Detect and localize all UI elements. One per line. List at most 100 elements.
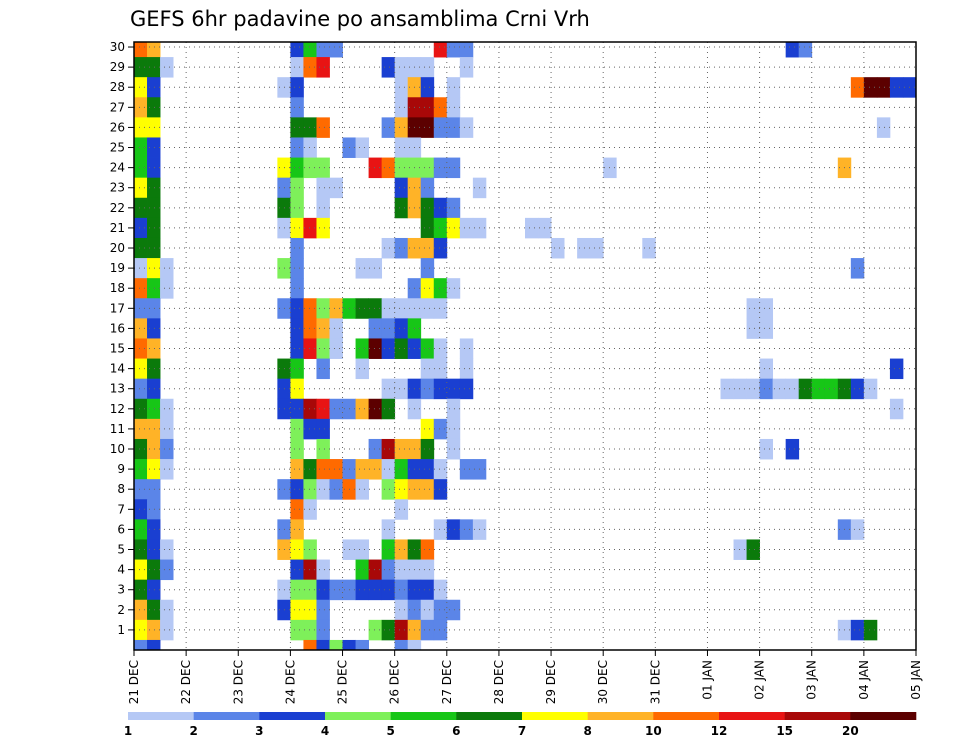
heatmap-cell — [290, 619, 304, 641]
heatmap-cell — [290, 338, 304, 359]
y-tick-label: 4 — [117, 563, 125, 577]
heatmap-cell — [134, 338, 148, 359]
y-tick-label: 11 — [110, 422, 125, 436]
heatmap-cell — [147, 42, 161, 58]
heatmap-cell — [329, 639, 343, 651]
heatmap-cell — [889, 358, 904, 380]
heatmap-cell — [147, 217, 161, 239]
heatmap-cell — [863, 77, 878, 98]
heatmap-cell — [134, 559, 148, 581]
heatmap-cell — [433, 197, 448, 219]
heatmap-cell — [147, 97, 161, 118]
heatmap-cell — [134, 378, 148, 400]
heatmap-cell — [420, 57, 435, 78]
x-tick-label: 02 JAN — [753, 660, 767, 700]
y-tick-label: 14 — [110, 362, 125, 376]
heatmap-cell — [381, 298, 396, 319]
heatmap-cell — [368, 398, 383, 420]
heatmap-cell — [160, 599, 174, 621]
heatmap-cell — [329, 318, 343, 339]
heatmap-cell — [459, 42, 474, 58]
legend-label: 5 — [386, 724, 394, 738]
heatmap-cell — [290, 278, 304, 299]
heatmap-cell — [147, 77, 161, 98]
y-tick-label: 16 — [110, 321, 125, 335]
heatmap-cell — [733, 378, 747, 400]
heatmap-cell — [850, 519, 865, 540]
heatmap-cell — [316, 559, 330, 581]
heatmap-cell — [420, 438, 435, 460]
heatmap-cell — [876, 77, 891, 98]
heatmap-cell — [134, 318, 148, 339]
x-tick-label: 04 JAN — [857, 660, 871, 700]
heatmap-cell — [329, 42, 343, 58]
heatmap-cell — [433, 278, 448, 299]
heatmap-cell — [316, 599, 330, 621]
legend-swatch — [259, 712, 326, 720]
heatmap-cell — [381, 438, 396, 460]
heatmap-cell — [290, 258, 304, 279]
heatmap-cell — [134, 57, 148, 78]
heatmap-cell — [290, 217, 304, 239]
heatmap-cell — [420, 619, 435, 641]
heatmap-cell — [134, 42, 148, 58]
y-tick-label: 27 — [110, 100, 125, 114]
heatmap-cell — [733, 539, 747, 560]
heatmap-cell — [420, 157, 435, 179]
heatmap-cell — [381, 117, 396, 138]
y-tick-label: 3 — [117, 583, 125, 597]
heatmap-cell — [355, 258, 369, 279]
heatmap-cell — [290, 559, 304, 581]
heatmap-cell — [433, 157, 448, 179]
heatmap-cell — [134, 217, 148, 239]
heatmap-cell — [134, 539, 148, 560]
heatmap-cell — [134, 358, 148, 380]
heatmap-cell — [394, 197, 409, 219]
heatmap-cell — [147, 519, 161, 540]
legend-swatch — [850, 712, 917, 720]
heatmap-cell — [316, 639, 330, 651]
heatmap-cell — [420, 278, 435, 299]
heatmap-cell — [394, 338, 409, 359]
heatmap-cell — [160, 278, 174, 299]
heatmap-cell — [420, 418, 435, 440]
heatmap-cell — [394, 318, 409, 339]
heatmap-cell — [147, 57, 161, 78]
heatmap-cell — [355, 459, 369, 480]
heatmap-cell — [290, 539, 304, 560]
heatmap-cell — [329, 479, 343, 500]
legend-swatch — [784, 712, 851, 720]
heatmap-cell — [420, 77, 435, 98]
heatmap-cell — [577, 237, 591, 259]
heatmap-cell — [785, 438, 800, 460]
heatmap-cell — [134, 137, 148, 158]
x-tick-label: 26 DEC — [388, 660, 402, 704]
y-tick-label: 12 — [110, 402, 125, 416]
heatmap-cell — [394, 97, 409, 118]
x-tick-label: 23 DEC — [231, 660, 245, 704]
heatmap-cell — [798, 378, 813, 400]
heatmap-cell — [433, 519, 448, 540]
heatmap-cell — [551, 237, 565, 259]
heatmap-cell — [446, 42, 461, 58]
heatmap-cell — [394, 459, 409, 480]
heatmap-cell — [329, 177, 343, 199]
heatmap-cell — [303, 157, 317, 179]
heatmap-cell — [459, 117, 474, 138]
x-tick-label: 27 DEC — [440, 660, 454, 704]
heatmap-cell — [394, 639, 409, 651]
heatmap-cell — [381, 479, 396, 500]
heatmap-cell — [746, 318, 760, 339]
heatmap-cell — [316, 157, 330, 179]
heatmap-cell — [824, 378, 839, 400]
heatmap-cell — [160, 559, 174, 581]
heatmap-cell — [381, 459, 396, 480]
legend-label: 10 — [645, 724, 662, 738]
heatmap-cell — [303, 499, 317, 520]
heatmap-cell — [147, 438, 161, 460]
heatmap-cell — [329, 459, 343, 480]
heatmap-cell — [368, 157, 383, 179]
heatmap-cell — [290, 57, 304, 78]
y-tick-label: 1 — [117, 623, 125, 637]
